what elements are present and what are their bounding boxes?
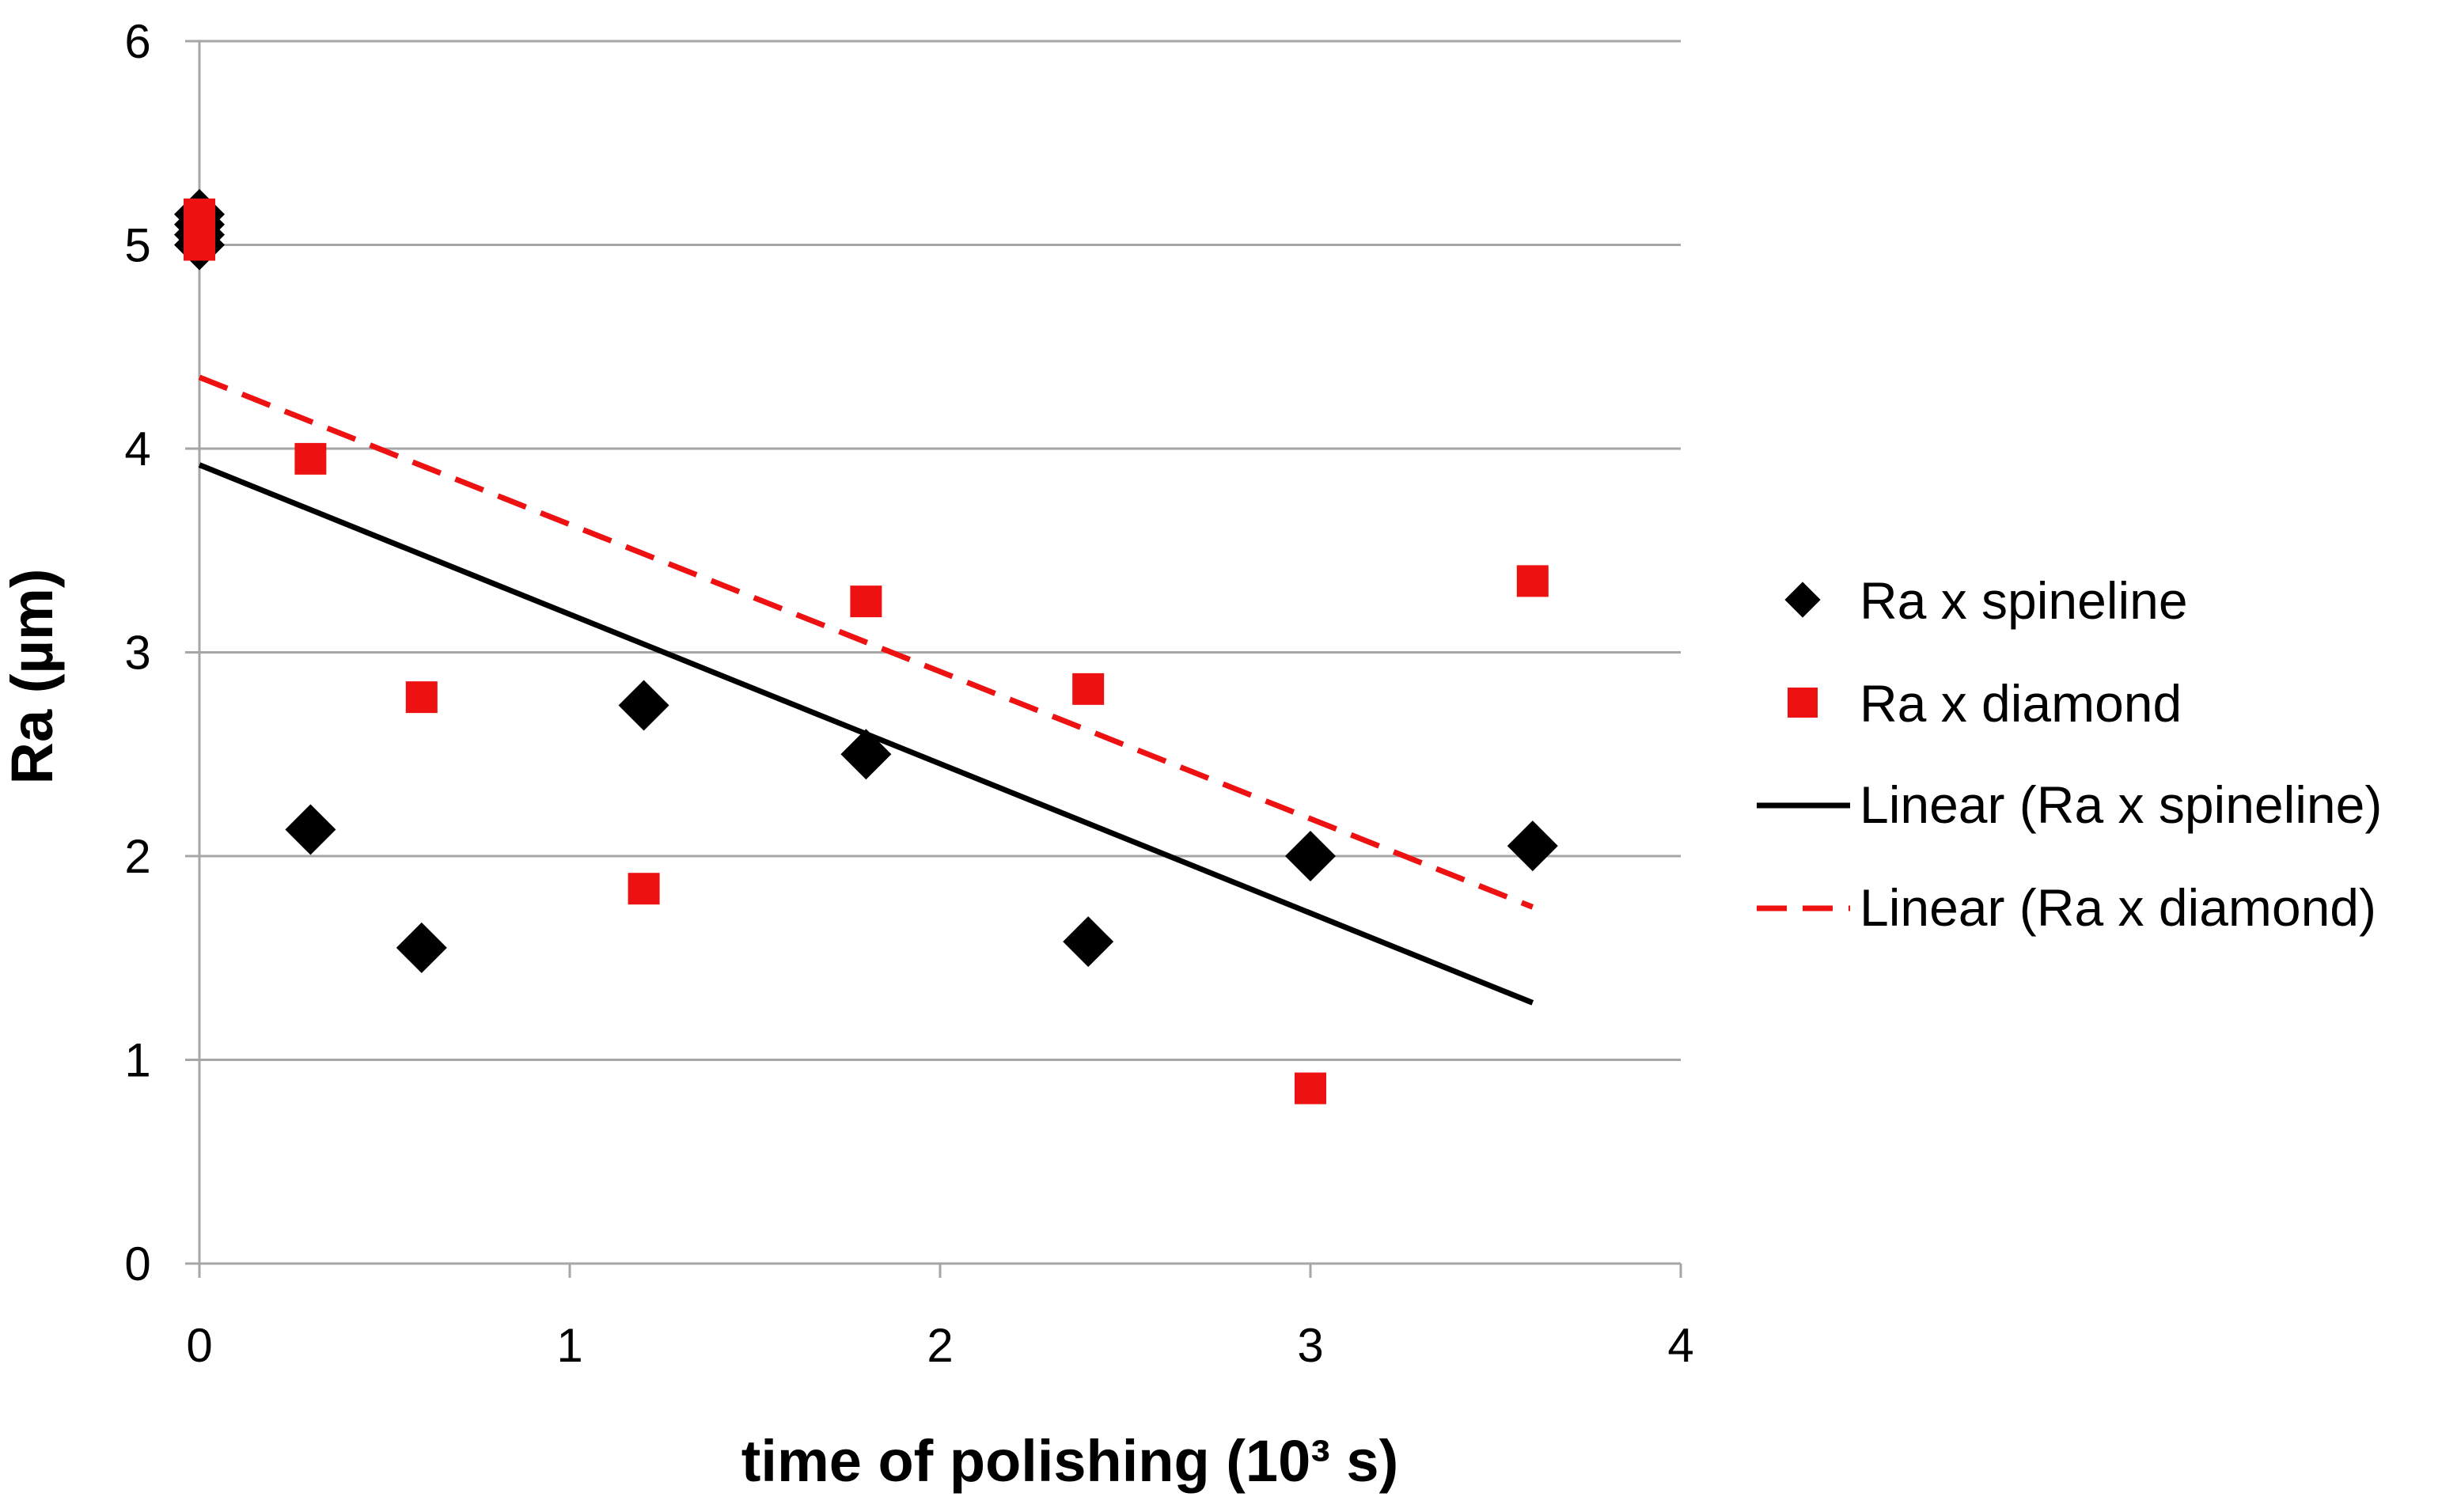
legend-item-linear-spineline: Linear (Ra x spineline) bbox=[1757, 775, 2382, 834]
data-point-spineline bbox=[618, 680, 669, 731]
trendline-diamond bbox=[198, 374, 1534, 910]
data-point-spineline bbox=[1063, 916, 1114, 968]
x-axis-title: time of polishing (10³ s) bbox=[741, 1428, 1398, 1494]
y-tick-label: 4 bbox=[124, 423, 150, 476]
legend-item-linear-diamond: Linear (Ra x diamond) bbox=[1757, 878, 2376, 937]
axis-layer bbox=[185, 40, 1682, 1278]
data-point-diamond bbox=[628, 873, 660, 905]
y-tick-label: 1 bbox=[124, 1034, 150, 1087]
data-point-diamond bbox=[1516, 565, 1549, 597]
data-point-diamond bbox=[405, 681, 438, 714]
data-point-diamond bbox=[184, 198, 215, 230]
data-point-diamond bbox=[294, 442, 327, 475]
legend-marker-square-icon bbox=[1788, 688, 1818, 718]
x-tick-label: 3 bbox=[1297, 1319, 1323, 1372]
legend-label-diamond: Ra x diamond bbox=[1860, 674, 2182, 733]
legend-item-diamond: Ra x diamond bbox=[1788, 674, 2182, 733]
x-tick-label: 1 bbox=[556, 1319, 582, 1372]
data-point-diamond bbox=[1295, 1072, 1326, 1105]
legend-label-linear-diamond: Linear (Ra x diamond) bbox=[1860, 878, 2376, 937]
y-tick-label: 6 bbox=[124, 15, 150, 68]
y-tick-label: 0 bbox=[124, 1237, 150, 1290]
legend-item-spineline: Ra x spineline bbox=[1784, 571, 2188, 630]
y-tick-label: 2 bbox=[124, 830, 150, 883]
y-tick-label: 5 bbox=[124, 219, 150, 272]
data-point-spineline bbox=[396, 922, 447, 973]
x-tick-label: 0 bbox=[186, 1319, 212, 1372]
trend-layer bbox=[198, 374, 1534, 1006]
x-tick-label: 2 bbox=[927, 1319, 953, 1372]
legend: Ra x spineline Ra x diamond Linear (Ra x… bbox=[1757, 571, 2382, 937]
data-point-spineline bbox=[1507, 820, 1558, 872]
legend-label-spineline: Ra x spineline bbox=[1860, 571, 2188, 630]
data-point-spineline bbox=[285, 804, 336, 855]
x-tick-label: 4 bbox=[1667, 1319, 1693, 1372]
data-point-spineline bbox=[1285, 831, 1336, 881]
grid-layer bbox=[199, 40, 1681, 1061]
data-point-spineline bbox=[840, 729, 892, 780]
legend-label-linear-spineline: Linear (Ra x spineline) bbox=[1860, 775, 2382, 834]
label-layer: 0 1 2 3 4 5 6 0 1 2 3 4 bbox=[124, 15, 1693, 1372]
legend-marker-diamond-icon bbox=[1784, 582, 1821, 618]
y-axis-title: Ra (µm) bbox=[0, 569, 65, 785]
y-tick-label: 3 bbox=[124, 627, 150, 680]
data-point-diamond bbox=[850, 585, 882, 618]
point-layer bbox=[174, 188, 1558, 1105]
data-point-diamond bbox=[1072, 673, 1105, 705]
